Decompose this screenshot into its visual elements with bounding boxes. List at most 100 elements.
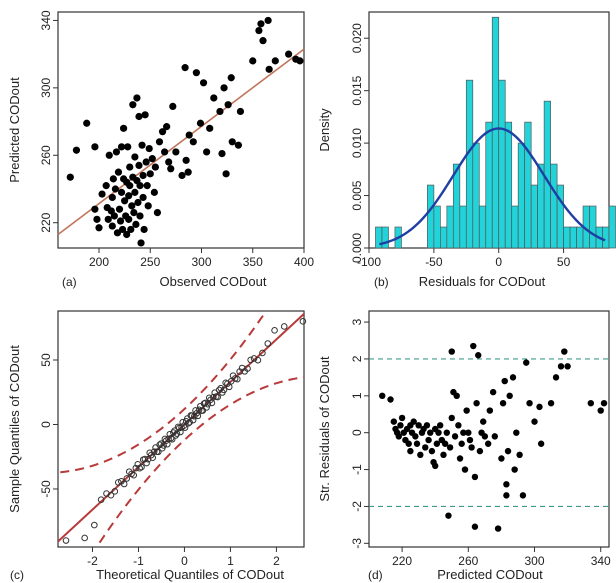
x-tick-label: 220 (392, 554, 412, 568)
y-tick-label: 260 (39, 145, 53, 165)
histogram-bar (446, 205, 454, 249)
qq-lower-envelope (95, 376, 304, 547)
residual-point (448, 348, 455, 355)
data-point (228, 138, 236, 146)
data-point (148, 155, 156, 163)
data-point (102, 182, 110, 190)
qq-point (120, 480, 128, 488)
residual-point (423, 422, 431, 429)
qq-point (250, 355, 258, 362)
data-point (66, 173, 74, 181)
panel-d-frame (368, 310, 610, 548)
data-point (98, 190, 106, 198)
data-point (172, 148, 180, 156)
data-point (255, 26, 263, 35)
data-point (108, 222, 116, 230)
qq-point (194, 412, 202, 420)
residual-point (471, 523, 479, 530)
qq-point (220, 386, 228, 394)
residual-point (466, 436, 474, 444)
residual-point (480, 418, 487, 425)
data-point (140, 225, 148, 234)
histogram-bar (452, 163, 461, 249)
residual-point (513, 429, 520, 436)
x-tick-label: 300 (525, 554, 545, 568)
residual-point (465, 429, 472, 436)
residual-point (417, 451, 424, 459)
y-tick-label: 300 (39, 78, 53, 98)
data-point (222, 170, 230, 178)
histogram-bar (517, 142, 526, 249)
residual-point (523, 359, 530, 366)
residual-point (435, 429, 442, 436)
panel-a-ylabel: Predicted CODout (7, 77, 22, 183)
data-point (185, 131, 193, 139)
data-point (91, 143, 99, 151)
qq-upper-envelope (60, 311, 268, 474)
data-point (265, 65, 273, 73)
data-point (196, 119, 205, 127)
qq-point (149, 454, 157, 462)
qq-point (172, 432, 180, 439)
data-point (123, 230, 131, 239)
data-point (141, 111, 149, 119)
histogram-bar (498, 79, 506, 249)
histogram-bar (478, 205, 487, 249)
histogram-bar (472, 142, 480, 249)
data-point (224, 101, 232, 109)
data-point (126, 182, 134, 190)
residual-point (509, 374, 517, 381)
data-point (257, 20, 265, 28)
panel-c-frame (57, 310, 305, 548)
histogram-bar (485, 121, 493, 249)
qq-point (107, 491, 115, 499)
histogram-bar (504, 121, 513, 249)
qq-point (264, 340, 272, 347)
qq-point (144, 455, 152, 463)
data-point (139, 171, 147, 180)
residual-point (456, 455, 464, 462)
data-point (116, 217, 125, 225)
qq-point (177, 428, 184, 436)
data-point (110, 212, 118, 220)
histogram-bar (491, 16, 500, 249)
data-point (181, 64, 189, 72)
qq-point (244, 365, 251, 372)
data-point (249, 57, 257, 65)
data-point (127, 225, 135, 234)
residual-point (491, 433, 498, 440)
residual-point (463, 407, 470, 414)
residual-point (470, 342, 477, 350)
residual-point (504, 447, 512, 455)
x-tick-label: 260 (458, 554, 478, 568)
data-point (143, 182, 151, 190)
regression-line (57, 48, 305, 236)
qq-point (214, 393, 221, 401)
residual-point (526, 399, 533, 407)
qq-point (225, 383, 233, 391)
histogram-bar (589, 205, 597, 249)
data-point (150, 188, 158, 196)
histogram-bar (427, 184, 435, 249)
data-point (210, 94, 218, 102)
x-tick-label: 300 (191, 255, 211, 269)
data-point (114, 168, 123, 176)
residual-point (413, 440, 421, 447)
data-point (136, 182, 144, 190)
x-tick-label: 2 (273, 554, 280, 568)
residual-point (494, 525, 502, 532)
residual-point (387, 396, 394, 403)
histogram-bar (440, 226, 448, 249)
residual-point (453, 392, 460, 400)
residual-point (443, 429, 450, 436)
data-point (218, 150, 226, 158)
residual-point (516, 451, 523, 459)
residual-point (471, 473, 479, 481)
qq-point (189, 416, 197, 424)
data-point (285, 50, 293, 58)
qq-point (210, 393, 217, 401)
residual-point (468, 444, 475, 451)
panel-a-xlabel: Observed CODout (160, 274, 267, 289)
data-point (95, 224, 103, 232)
histogram-bar (530, 184, 538, 249)
